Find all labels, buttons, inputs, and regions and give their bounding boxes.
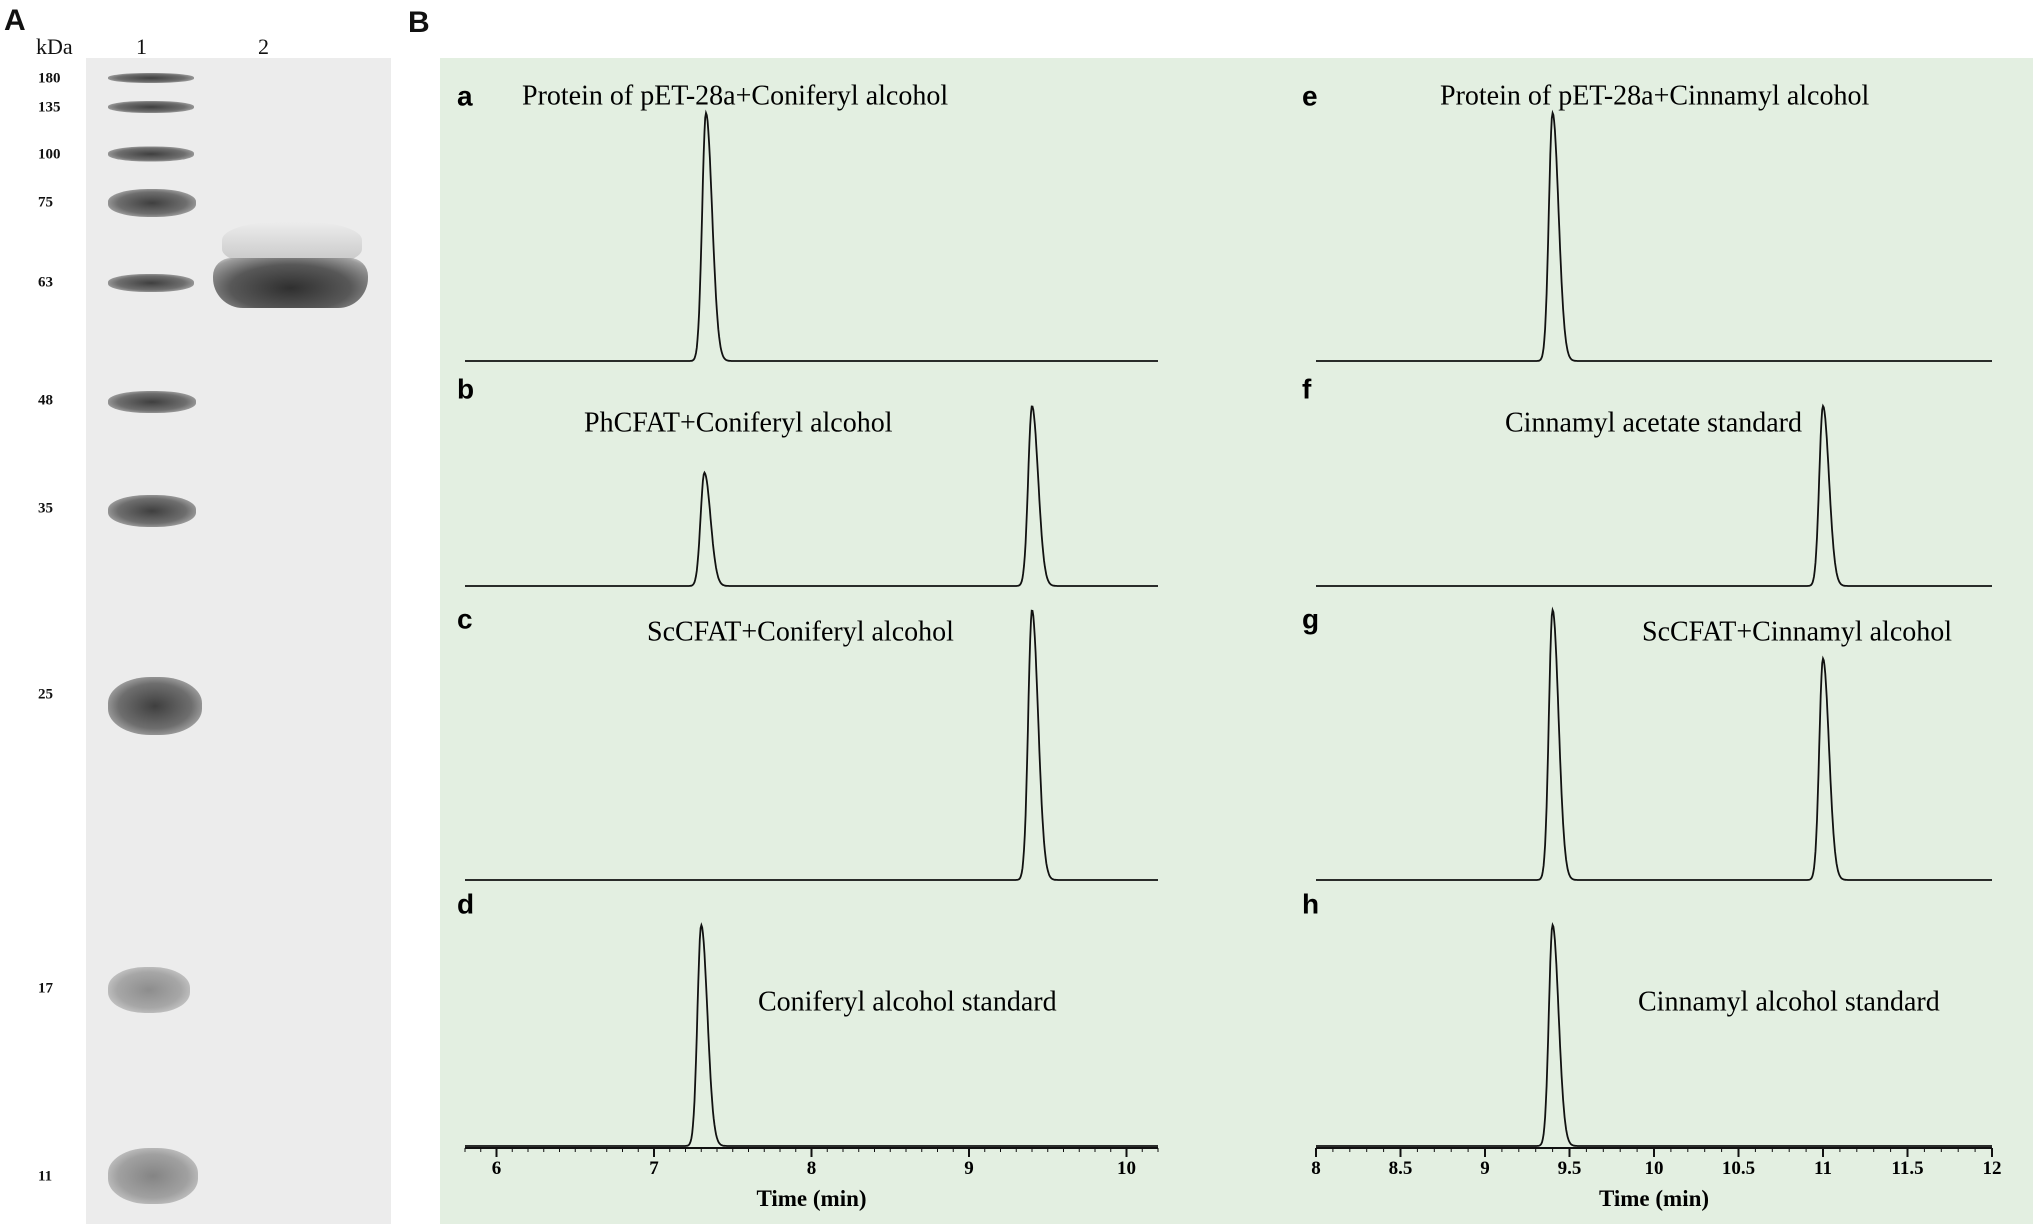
ladder-band-63	[108, 274, 194, 292]
trace-b	[465, 405, 1158, 587]
gel-unit-label: kDa	[36, 34, 73, 59]
ladder-band-25	[108, 677, 202, 735]
right-tick-label-12: 12	[1983, 1158, 2002, 1179]
trace-label-a: Protein of pET-28a+Coniferyl alcohol	[522, 80, 948, 111]
trace-label-d: Coniferyl alcohol standard	[758, 986, 1057, 1017]
subplot-letter-f: f	[1302, 373, 1312, 404]
trace-label-h: Cinnamyl alcohol standard	[1638, 986, 1940, 1017]
chromatogram-panel: a Protein of pET-28a+Coniferyl alcohol b Ph…	[440, 58, 2033, 1224]
protein-band-lane-2	[213, 258, 368, 308]
subplot-letter-c: c	[457, 603, 473, 634]
trace-g	[1316, 606, 1992, 881]
right-tick-label-11: 11	[1814, 1158, 1832, 1179]
ladder-band-180	[108, 73, 194, 83]
right-x-axis-title: Time (min)	[1599, 1186, 1709, 1211]
trace-label-c: ScCFAT+Coniferyl alcohol	[647, 616, 954, 647]
chromatogram-svg: a Protein of pET-28a+Coniferyl alcohol b Ph…	[457, 80, 2002, 1211]
gel-lane-2-label: 2	[258, 34, 269, 59]
trace-a	[465, 109, 1158, 362]
marker-label-11: 11	[38, 1168, 53, 1185]
marker-label-63: 63	[38, 274, 53, 291]
ladder-band-100	[108, 146, 194, 162]
trace-f	[1316, 403, 1992, 587]
marker-label-48: 48	[38, 392, 53, 409]
subplot-letter-d: d	[457, 888, 474, 919]
right-tick-label-9.5: 9.5	[1558, 1158, 1582, 1179]
marker-label-180: 180	[38, 70, 61, 87]
left-tick-label-6: 6	[492, 1158, 502, 1179]
ladder-band-11	[108, 1148, 198, 1204]
marker-label-135: 135	[38, 99, 61, 116]
subplot-letter-a: a	[457, 80, 473, 111]
marker-label-25: 25	[38, 686, 53, 703]
trace-label-e: Protein of pET-28a+Cinnamyl alcohol	[1440, 80, 1869, 111]
trace-h	[1316, 921, 1992, 1147]
ladder-band-35	[108, 495, 196, 527]
right-tick-label-9: 9	[1480, 1158, 1490, 1179]
marker-label-100: 100	[38, 146, 61, 163]
left-tick-label-8: 8	[807, 1158, 817, 1179]
trace-label-b: PhCFAT+Coniferyl alcohol	[584, 407, 893, 438]
right-tick-label-11.5: 11.5	[1891, 1158, 1923, 1179]
right-tick-label-8.5: 8.5	[1389, 1158, 1413, 1179]
subplot-letter-b: b	[457, 373, 474, 404]
marker-label-75: 75	[38, 194, 53, 211]
marker-label-35: 35	[38, 500, 53, 517]
marker-label-17: 17	[38, 980, 53, 997]
left-x-axis-title: Time (min)	[756, 1186, 866, 1211]
subplot-letter-g: g	[1302, 603, 1319, 634]
trace-label-f: Cinnamyl acetate standard	[1505, 407, 1802, 438]
right-tick-label-10: 10	[1645, 1158, 1664, 1179]
trace-e	[1316, 109, 1992, 362]
trace-d	[465, 922, 1158, 1147]
right-tick-label-10.5: 10.5	[1722, 1158, 1755, 1179]
ladder-band-135	[108, 101, 194, 113]
ladder-band-48	[108, 391, 196, 413]
right-tick-label-8: 8	[1311, 1158, 1321, 1179]
subplot-letter-h: h	[1302, 888, 1319, 919]
panel-b-letter: B	[408, 6, 430, 39]
panel-a-letter: A	[4, 4, 26, 37]
trace-c	[465, 609, 1158, 881]
left-tick-label-10: 10	[1117, 1158, 1136, 1179]
gel-lane-1-label: 1	[136, 34, 147, 59]
left-tick-label-7: 7	[649, 1158, 659, 1179]
subplot-letter-e: e	[1302, 80, 1318, 111]
trace-label-g: ScCFAT+Cinnamyl alcohol	[1642, 616, 1952, 647]
ladder-band-17	[108, 967, 190, 1013]
ladder-band-75	[108, 189, 196, 217]
left-tick-label-9: 9	[964, 1158, 974, 1179]
